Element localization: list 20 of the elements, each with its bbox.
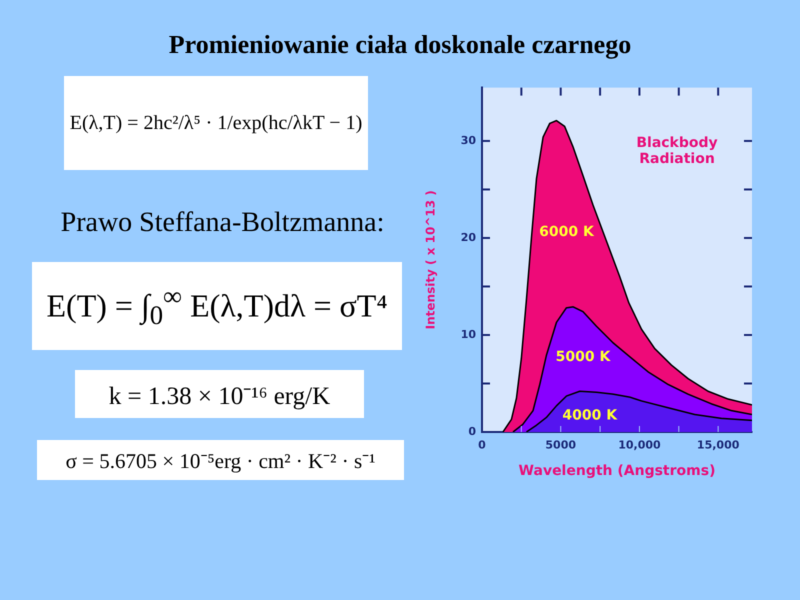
x-axis-title: Wavelength (Angstroms) (518, 463, 716, 480)
x-tick-label: 5000 (545, 438, 576, 452)
series-label: 4000 K (562, 407, 618, 424)
y-axis-title: Intensity ( x 10^13 ) (423, 190, 438, 330)
text: Prawo Steffana-Boltzmanna: (60, 207, 384, 239)
x-tick-label: 10,000 (618, 438, 661, 452)
text: Blackbody Radiation (636, 135, 718, 168)
chart-title: Promieniowanie ciała doskonale czarnego (168, 30, 632, 60)
x-tick-label: 0 (478, 438, 486, 452)
series-label: 5000 K (556, 349, 612, 366)
x-tick-label: 15,000 (696, 438, 740, 452)
y-tick-label: 10 (460, 328, 476, 341)
y-tick-label: 20 (460, 230, 476, 244)
text: σ = 5.6705 × 10⁻⁵erg · cm² · K⁻² · s⁻¹ (66, 448, 376, 474)
text: k = 1.38 × 10⁻¹⁶ erg/K (108, 382, 330, 411)
text: E(T) = ∫$_{0}$$^{∞}$ E(λ,T)dλ = σT⁴ (46, 280, 388, 332)
y-tick-label: 30 (460, 134, 476, 147)
y-tick-label: 0 (468, 424, 476, 438)
text: E(λ,T) = 2hc²/λ⁵ · 1/exp(hc/λkT − 1) (70, 112, 362, 134)
series-label: 6000 K (539, 224, 595, 240)
